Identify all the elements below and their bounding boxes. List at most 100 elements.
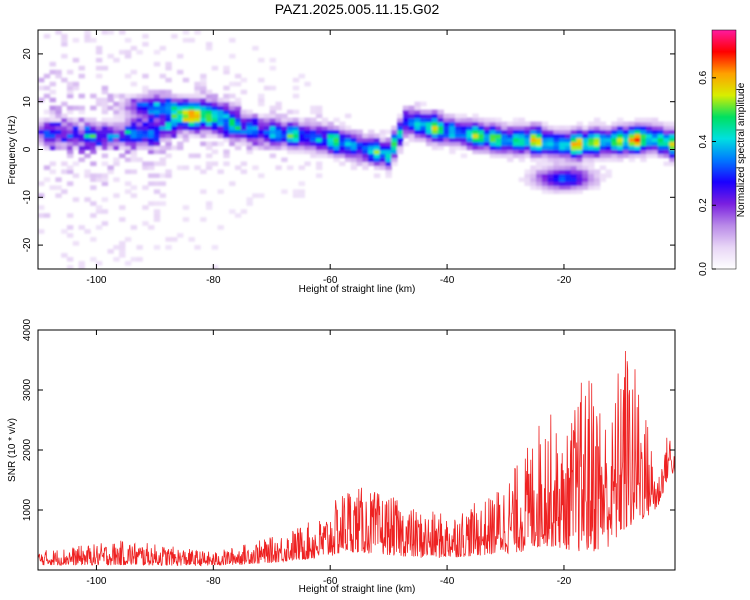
heatmap-cell — [478, 125, 485, 131]
heatmap-cell — [205, 145, 213, 151]
heatmap-cell — [43, 141, 51, 147]
heatmap-cell — [229, 137, 236, 143]
heatmap-cell — [130, 137, 138, 143]
heatmap-cell — [66, 257, 74, 262]
snr-y-tick-label: 1000 — [22, 498, 33, 521]
heatmap-cell — [223, 137, 230, 143]
heatmap-cell — [611, 133, 618, 139]
heatmap-cell — [223, 161, 230, 167]
heatmap-cell — [246, 149, 253, 155]
heatmap-cell — [49, 137, 56, 143]
heatmap-cell — [246, 125, 253, 131]
heatmap-cell — [66, 149, 74, 155]
heatmap-cell — [379, 165, 387, 171]
heatmap-cell — [507, 125, 514, 131]
heatmap-cell — [339, 153, 346, 159]
heatmap-cell — [119, 101, 126, 107]
heatmap-cell — [275, 145, 282, 151]
heatmap-cell — [431, 109, 439, 115]
heatmap-cell — [72, 81, 80, 87]
heatmap-cell — [136, 93, 143, 99]
heatmap-cell — [205, 97, 213, 103]
heatmap-cell — [223, 97, 230, 103]
heatmap-cell — [611, 145, 618, 151]
heatmap-cell — [304, 149, 311, 155]
heatmap-cell — [315, 121, 323, 127]
heatmap-cell — [124, 93, 132, 99]
heatmap-cell — [547, 153, 554, 159]
heatmap-cell — [333, 149, 340, 155]
heatmap-cell — [159, 137, 166, 143]
heatmap-cell — [292, 189, 300, 194]
heatmap-cell — [101, 181, 109, 186]
heatmap-cell — [101, 137, 109, 143]
heatmap-cell — [611, 125, 618, 131]
heatmap-cell — [49, 161, 56, 167]
heatmap-cell — [582, 149, 589, 155]
heatmap-cell — [605, 137, 612, 143]
heatmap-cell — [258, 137, 265, 143]
heatmap-cell — [524, 121, 531, 127]
heatmap-cell — [617, 121, 624, 127]
heatmap-cell — [124, 133, 132, 139]
heatmap-cell — [124, 137, 132, 143]
heatmap-cell — [275, 165, 282, 171]
heatmap-cell — [234, 105, 242, 111]
heatmap-cell — [107, 93, 114, 99]
heatmap-cell — [425, 137, 433, 143]
heatmap-cell — [385, 165, 392, 171]
heatmap-cell — [472, 129, 479, 135]
heatmap-cell — [593, 169, 601, 174]
heatmap-cell — [107, 97, 114, 103]
heatmap-cell — [553, 181, 560, 186]
heatmap-cell — [95, 225, 103, 230]
heatmap-cell — [559, 177, 566, 182]
heatmap-cell — [541, 173, 549, 178]
heatmap-cell — [576, 189, 583, 194]
heatmap-cell — [287, 145, 294, 151]
heatmap-cell — [530, 121, 537, 127]
heatmap-cell — [240, 117, 248, 123]
heatmap-cell — [142, 125, 149, 131]
heatmap-cell — [518, 137, 526, 143]
heatmap-cell — [315, 161, 323, 167]
heatmap-cell — [576, 161, 583, 167]
heatmap-cell — [339, 161, 346, 167]
heatmap-cell — [559, 125, 566, 131]
heatmap-cell — [582, 125, 589, 131]
heatmap-cell — [541, 121, 549, 127]
heatmap-cell — [107, 165, 114, 171]
heatmap-cell — [541, 189, 549, 194]
heatmap-cell — [223, 85, 230, 91]
heatmap-cell — [229, 125, 236, 131]
heatmap-cell — [582, 141, 589, 147]
heatmap-cell — [84, 129, 91, 135]
heatmap-cell — [165, 169, 172, 174]
heatmap-cell — [240, 161, 248, 167]
heatmap-cell — [657, 149, 665, 155]
heatmap-cell — [159, 181, 166, 186]
heatmap-cell — [588, 157, 595, 163]
heatmap-cell — [593, 153, 601, 159]
heatmap-cell — [570, 141, 578, 147]
heatmap-cell — [252, 117, 259, 123]
heatmap-cell — [304, 125, 311, 131]
heatmap-cell — [507, 137, 514, 143]
heatmap-cell — [159, 173, 166, 178]
heatmap-cell — [43, 121, 51, 127]
heatmap-cell — [61, 133, 68, 139]
heatmap-cell — [38, 125, 45, 131]
heatmap-cell — [576, 177, 583, 182]
heatmap-cell — [142, 73, 149, 79]
heatmap-cell — [339, 137, 346, 143]
heatmap-cell — [478, 137, 485, 143]
heatmap-cell — [275, 133, 282, 139]
heatmap-cell — [570, 133, 578, 139]
heatmap-cell — [61, 189, 68, 194]
snr-x-tick-label: -20 — [557, 576, 572, 587]
heatmap-cell — [252, 137, 259, 143]
heatmap-cell — [200, 81, 207, 87]
heatmap-cell — [518, 141, 526, 147]
heatmap-cell — [200, 109, 207, 115]
heatmap-cell — [205, 133, 213, 139]
